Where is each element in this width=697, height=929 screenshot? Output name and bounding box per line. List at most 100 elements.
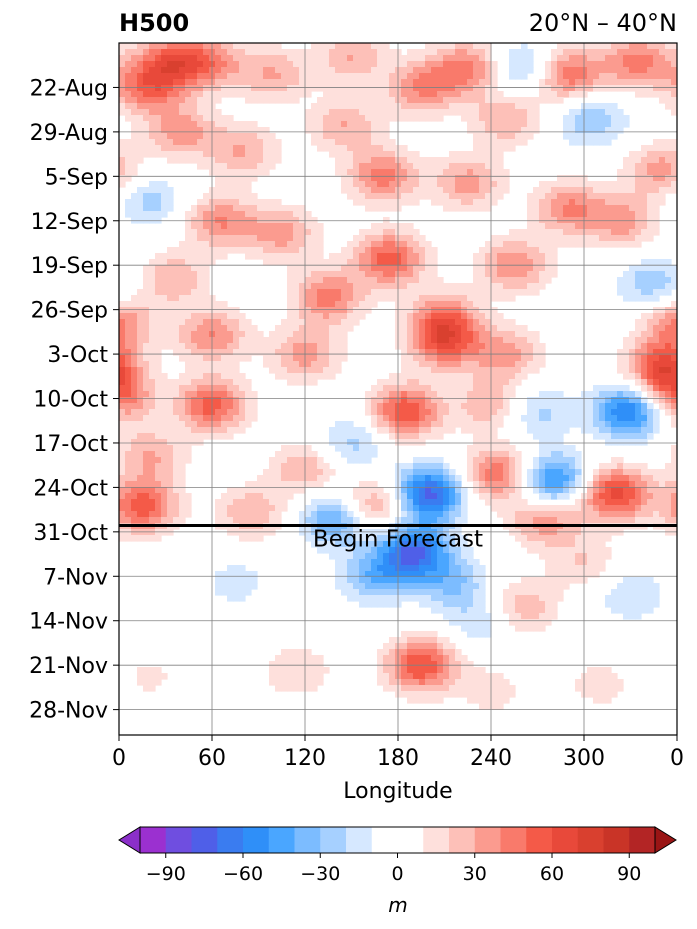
heatmap-cell [215,361,222,368]
heatmap-cell [605,67,612,74]
heatmap-cell [671,337,677,344]
heatmap-cell [191,109,198,116]
heatmap-cell [527,343,534,350]
heatmap-cell [365,193,372,200]
heatmap-cell [473,265,480,272]
heatmap-cell [305,121,312,128]
heatmap-cell [623,193,630,200]
heatmap-cell [473,205,480,212]
heatmap-cell [263,259,270,266]
heatmap-cell [425,115,432,122]
heatmap-cell [449,373,456,380]
heatmap-cell [467,415,474,422]
heatmap-cell [179,139,186,146]
heatmap-cell [485,313,492,320]
heatmap-cell [149,73,156,80]
heatmap-cell [353,169,360,176]
heatmap-cell [653,199,660,206]
heatmap-cell [311,475,318,482]
heatmap-cell [221,415,228,422]
heatmap-cell [473,121,480,128]
heatmap-cell [197,421,204,428]
heatmap-cell [521,277,528,284]
heatmap-cell [509,505,516,512]
heatmap-cell [131,79,138,86]
heatmap-cell [509,259,516,266]
heatmap-cell [413,481,420,488]
heatmap-cell [449,409,456,416]
heatmap-cell [137,49,144,56]
heatmap-cell [455,301,462,308]
heatmap-cell [149,469,156,476]
heatmap-cell [671,385,677,392]
heatmap-cell [629,205,636,212]
heatmap-cell [461,343,468,350]
heatmap-cell [179,313,186,320]
heatmap-cell [461,91,468,98]
heatmap-cell [623,277,630,284]
heatmap-cell [137,205,144,212]
heatmap-cell [125,97,132,104]
heatmap-cell [293,205,300,212]
heatmap-cell [623,73,630,80]
heatmap-cell [221,85,228,92]
heatmap-cell [251,229,258,236]
heatmap-cell [257,55,264,62]
heatmap-cell [617,277,624,284]
heatmap-cell [443,61,450,68]
heatmap-cell [479,91,486,98]
heatmap-cell [281,205,288,212]
heatmap-cell [275,151,282,158]
heatmap-cell [575,115,582,122]
heatmap-cell [335,55,342,62]
heatmap-cell [239,187,246,194]
heatmap-cell [323,367,330,374]
heatmap-cell [623,343,630,350]
heatmap-cell [239,211,246,218]
heatmap-cell [473,97,480,104]
heatmap-cell [485,271,492,278]
heatmap-cell [443,319,450,326]
heatmap-cell [185,277,192,284]
heatmap-cell [491,487,498,494]
heatmap-cell [497,289,504,296]
heatmap-cell [203,277,210,284]
heatmap-cell [467,49,474,56]
heatmap-cell [509,487,516,494]
heatmap-cell [281,61,288,68]
heatmap-cell [191,247,198,254]
heatmap-cell [245,61,252,68]
heatmap-cell [599,469,606,476]
heatmap-cell [461,391,468,398]
heatmap-cell [587,409,594,416]
heatmap-cell [203,337,210,344]
heatmap-cell [413,103,420,110]
heatmap-cell [155,205,162,212]
heatmap-cell [419,499,426,506]
heatmap-cell [509,331,516,338]
heatmap-cell [671,163,677,170]
heatmap-cell [377,427,384,434]
heatmap-cell [287,475,294,482]
heatmap-cell [383,271,390,278]
heatmap-cell [623,397,630,404]
heatmap-cell [173,337,180,344]
heatmap-cell [383,109,390,116]
heatmap-cell [491,403,498,410]
heatmap-cell [407,49,414,56]
heatmap-cell [371,163,378,170]
heatmap-cell [341,301,348,308]
heatmap-cell [161,133,168,140]
heatmap-cell [353,121,360,128]
heatmap-cell [545,91,552,98]
heatmap-cell [365,301,372,308]
heatmap-cell [389,409,396,416]
heatmap-cell [521,73,528,80]
heatmap-cell [221,433,228,440]
heatmap-cell [137,307,144,314]
heatmap-cell [533,487,540,494]
heatmap-cell [329,469,336,476]
heatmap-cell [365,241,372,248]
heatmap-cell [653,43,660,50]
heatmap-cell [401,361,408,368]
